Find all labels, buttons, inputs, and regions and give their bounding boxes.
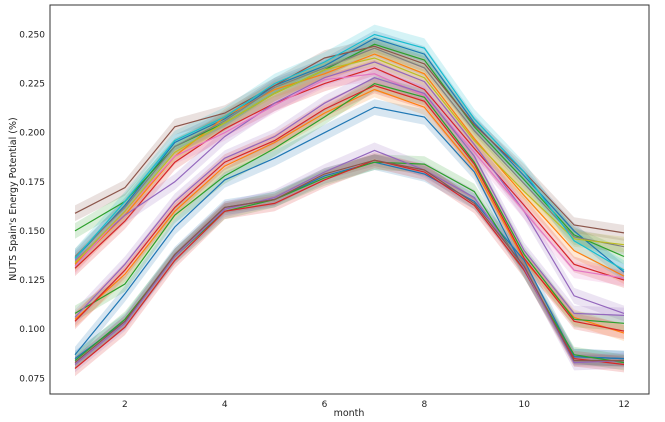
x-tick-label: 6 [322,400,328,410]
series-20-line [74,159,624,364]
series-13-band [75,75,624,332]
series-4-line [74,67,625,281]
y-tick-label: 0.250 [19,30,45,40]
series-10-line [74,33,625,271]
y-tick-label: 0.125 [19,276,45,286]
x-tick-label: 8 [422,400,428,410]
series-7-line [74,73,625,279]
y-tick-label: 0.175 [19,178,45,188]
series-19-line [74,149,625,365]
x-tick-label: 12 [618,400,629,410]
x-tick-label: 2 [122,400,128,410]
y-tick-label: 0.225 [19,80,45,90]
series-14-line [74,84,625,332]
y-tick-label: 0.150 [19,227,45,237]
series-8-line [74,47,625,257]
series-12-line [74,88,625,334]
series-17-band [75,154,624,371]
x-axis-ticks: 2 4 6 8 10 12 [122,400,630,410]
series-lines [74,33,625,369]
series-6-line [74,45,625,234]
y-tick-label: 0.100 [19,325,45,335]
series-5-line [74,61,625,314]
x-tick-label: 10 [518,400,530,410]
series-3-line [74,43,625,258]
series-9-line [74,57,625,263]
series-10-band [75,24,624,281]
series-15-line [74,77,625,318]
x-axis-label: month [334,408,365,419]
series-15-band [75,69,624,326]
y-tick-label: 0.075 [19,374,45,384]
y-axis-label: NUTS Spain's Energy Potential (%) [8,117,19,280]
x-tick-label: 4 [222,400,228,410]
y-axis-ticks: 0.075 0.100 0.125 0.150 0.175 0.200 0.225 0.250 [19,30,45,384]
series-13-line [74,82,625,324]
series-5-band [75,54,624,322]
y-tick-label: 0.200 [19,129,45,139]
